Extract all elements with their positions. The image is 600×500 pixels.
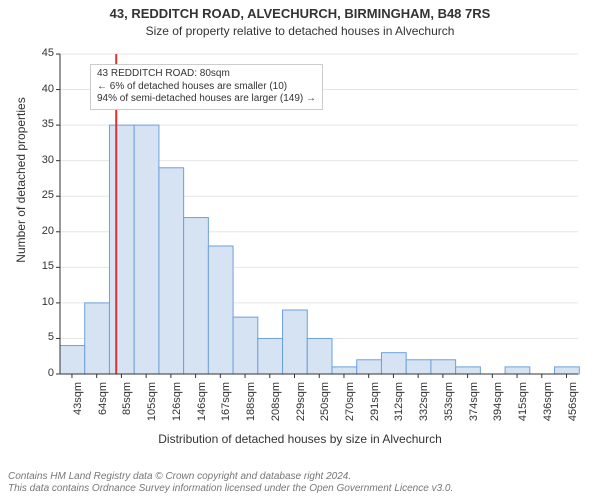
histogram-bar <box>184 218 209 374</box>
x-tick-label: 374sqm <box>468 382 480 432</box>
x-tick-label: 208sqm <box>270 382 282 432</box>
histogram-bar <box>332 367 357 374</box>
x-tick-label: 291sqm <box>369 382 381 432</box>
x-tick-label: 250sqm <box>319 382 331 432</box>
histogram-bar <box>85 303 110 374</box>
footer-line2: This data contains Ordnance Survey infor… <box>8 483 592 495</box>
x-tick-label: 167sqm <box>220 382 232 432</box>
x-tick-label: 415sqm <box>517 382 529 432</box>
chart-container: { "chart": { "type": "histogram", "title… <box>0 0 600 500</box>
x-tick-label: 64sqm <box>97 382 109 432</box>
x-tick-label: 188sqm <box>245 382 257 432</box>
x-tick-label: 85sqm <box>121 382 133 432</box>
histogram-bar <box>307 338 332 374</box>
x-tick-label: 436sqm <box>542 382 554 432</box>
y-tick-label: 45 <box>24 47 54 59</box>
y-tick-label: 0 <box>24 367 54 379</box>
y-tick-label: 40 <box>24 83 54 95</box>
x-tick-label: 394sqm <box>492 382 504 432</box>
annotation-line2: ← 6% of detached houses are smaller (10) <box>97 81 316 94</box>
x-tick-label: 270sqm <box>344 382 356 432</box>
chart-title: 43, REDDITCH ROAD, ALVECHURCH, BIRMINGHA… <box>0 6 600 21</box>
y-tick-label: 30 <box>24 154 54 166</box>
annotation-line1: 43 REDDITCH ROAD: 80sqm <box>97 68 316 81</box>
histogram-bar <box>406 360 431 374</box>
x-tick-label: 146sqm <box>196 382 208 432</box>
histogram-bar <box>159 168 184 374</box>
x-tick-label: 126sqm <box>171 382 183 432</box>
annotation-box: 43 REDDITCH ROAD: 80sqm ← 6% of detached… <box>90 64 323 110</box>
y-tick-label: 5 <box>24 331 54 343</box>
footer-line1: Contains HM Land Registry data © Crown c… <box>8 471 592 483</box>
x-tick-label: 332sqm <box>418 382 430 432</box>
y-tick-label: 10 <box>24 296 54 308</box>
histogram-bar <box>381 353 406 374</box>
histogram-bar <box>233 317 258 374</box>
histogram-bar <box>555 367 580 374</box>
histogram-bar <box>505 367 530 374</box>
x-tick-label: 312sqm <box>393 382 405 432</box>
x-tick-label: 456sqm <box>567 382 579 432</box>
y-tick-label: 35 <box>24 118 54 130</box>
histogram-bar <box>208 246 233 374</box>
footer-attribution: Contains HM Land Registry data © Crown c… <box>8 471 592 494</box>
x-tick-label: 229sqm <box>295 382 307 432</box>
histogram-bar <box>431 360 456 374</box>
annotation-line3: 94% of semi-detached houses are larger (… <box>97 93 316 106</box>
histogram-bar <box>456 367 481 374</box>
chart-subtitle: Size of property relative to detached ho… <box>0 24 600 38</box>
y-tick-label: 15 <box>24 260 54 272</box>
y-tick-label: 25 <box>24 189 54 201</box>
y-tick-label: 20 <box>24 225 54 237</box>
histogram-bar <box>60 346 85 374</box>
histogram-bar <box>258 338 283 374</box>
x-tick-label: 105sqm <box>146 382 158 432</box>
x-axis-label: Distribution of detached houses by size … <box>0 432 600 446</box>
x-tick-label: 353sqm <box>443 382 455 432</box>
histogram-bar <box>134 125 159 374</box>
histogram-bar <box>283 310 308 374</box>
histogram-bar <box>357 360 382 374</box>
histogram-bar <box>109 125 134 374</box>
x-tick-label: 43sqm <box>72 382 84 432</box>
